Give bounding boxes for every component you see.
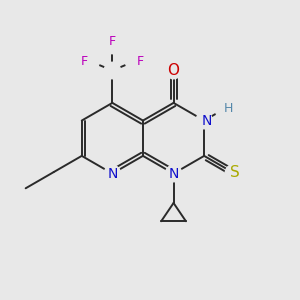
Circle shape xyxy=(165,165,182,182)
Text: S: S xyxy=(230,165,240,180)
Circle shape xyxy=(104,165,121,182)
Text: N: N xyxy=(107,167,118,181)
Circle shape xyxy=(196,112,212,129)
Text: F: F xyxy=(109,35,116,48)
Circle shape xyxy=(215,101,232,118)
Text: F: F xyxy=(81,55,88,68)
Text: N: N xyxy=(168,167,179,181)
Text: O: O xyxy=(168,63,180,78)
Circle shape xyxy=(104,37,121,54)
Circle shape xyxy=(104,62,121,79)
Circle shape xyxy=(165,62,182,79)
Text: H: H xyxy=(224,101,233,115)
Circle shape xyxy=(225,165,242,181)
Text: N: N xyxy=(202,114,212,128)
Circle shape xyxy=(125,53,142,70)
Circle shape xyxy=(83,53,99,70)
Text: F: F xyxy=(136,55,144,68)
